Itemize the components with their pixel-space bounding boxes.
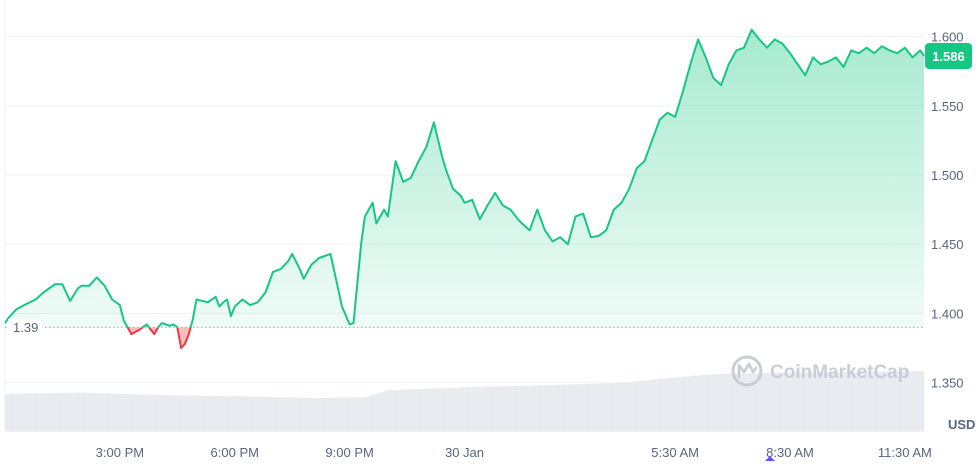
- x-tick-label: 9:00 PM: [325, 445, 373, 460]
- unit-label: USD: [948, 417, 975, 432]
- volume-area: [5, 361, 924, 431]
- y-tick-label: 1.550: [931, 99, 964, 114]
- area-below-reference: [127, 327, 191, 348]
- current-price-label: 1.586: [932, 49, 965, 64]
- coinmarketcap-logo-icon: [731, 355, 763, 387]
- x-tick-label: 30 Jan: [445, 445, 484, 460]
- volume-fill: [5, 371, 924, 431]
- x-tick-label: 8:30 AM: [766, 445, 814, 460]
- reference-line: 1.39: [5, 319, 924, 336]
- coinmarketcap-watermark: CoinMarketCap: [731, 355, 909, 387]
- price-line: [4, 28, 925, 349]
- y-tick-label: 1.350: [931, 376, 964, 391]
- current-price-badge: [925, 42, 972, 69]
- x-tick-label: 6:00 PM: [211, 445, 259, 460]
- price-area: [5, 29, 924, 348]
- watermark-text: CoinMarketCap: [770, 362, 909, 383]
- y-axis: 1.350 1.400 1.450 1.500 1.550 1.600: [931, 30, 964, 391]
- current-price-tag: 1.586: [925, 42, 972, 69]
- price-line-up: [4, 28, 925, 328]
- y-tick-label: 1.500: [931, 168, 964, 183]
- x-tick-label: 3:00 PM: [96, 445, 144, 460]
- y-tick-label: 1.450: [931, 237, 964, 252]
- x-tick-label: 5:30 AM: [651, 445, 699, 460]
- area-above-reference: [5, 29, 924, 328]
- event-marker-icon[interactable]: [765, 456, 775, 461]
- x-axis: 3:00 PM 6:00 PM 9:00 PM 30 Jan 5:30 AM 8:30 A…: [96, 445, 932, 460]
- y-tick-label: 1.400: [931, 306, 964, 321]
- y-tick-label: 1.600: [931, 30, 964, 45]
- x-tick-label: 11:30 AM: [878, 445, 932, 460]
- reference-label: 1.39: [13, 320, 38, 335]
